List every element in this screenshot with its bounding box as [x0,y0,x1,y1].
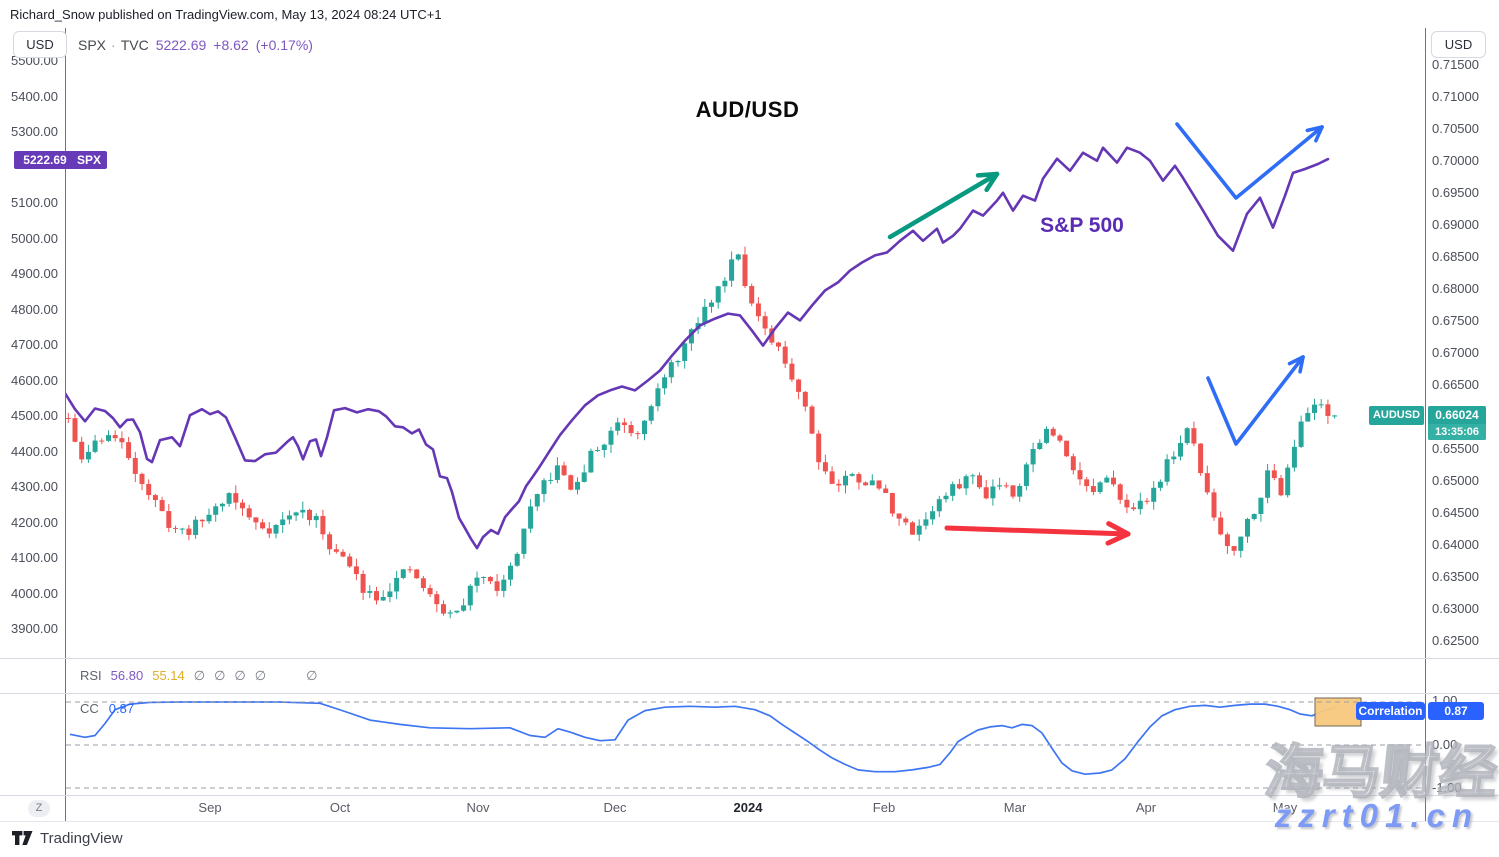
price-tick-right: 0.64500 [1432,505,1479,520]
legend-last-price: 5222.69 [155,37,207,53]
correlation-value-badge: 0.87 [1428,702,1484,720]
audusd-annotation-text[interactable]: AUD/USD [695,97,800,122]
price-tick-left: 4000.00 [11,585,58,601]
cc-axis-tick-bottom: -1.00 [1432,780,1462,795]
price-tick-right: 0.69500 [1432,185,1479,200]
audusd-price-badge: 0.66024 13:35:06 [1428,406,1486,440]
rsi-value-1: 56.80 [110,668,144,683]
tradingview-logo[interactable]: TradingView [12,830,123,847]
time-axis-border-bottom [0,821,1499,822]
price-tick-left: 4700.00 [11,337,58,353]
left-currency-button[interactable]: USD [13,31,67,58]
legend-separator: · [111,37,116,53]
time-tick: Feb [872,800,896,815]
correlation-pane [66,697,1424,789]
time-tick: Nov [466,800,490,815]
price-tick-left: 5400.00 [11,88,58,104]
audusd-symbol-badge: AUDUSD [1369,406,1424,425]
rsi-value-2: 55.14 [152,668,185,683]
price-tick-right: 0.67500 [1432,313,1479,328]
legend-change-pct: (+0.17%) [255,37,313,53]
tradingview-brand-text: TradingView [40,830,123,847]
price-tick-right: 0.70500 [1432,121,1479,136]
price-tick-left: 4600.00 [11,372,58,388]
price-tick-left: 4500.00 [11,408,58,424]
cc-value: 0.87 [108,701,135,716]
price-tick-right: 0.71000 [1432,89,1479,104]
right-axis-border [1425,28,1426,822]
candlestick-series [66,246,1338,619]
rsi-indicator-legend[interactable]: RSI 56.80 55.14 ∅ ∅ ∅ ∅ ∅ [80,668,317,684]
price-tick-right: 0.65000 [1432,473,1479,488]
time-tick: May [1272,800,1298,815]
price-tick-left: 4800.00 [11,301,58,317]
rsi-empty-slot-icon: ∅ [254,668,267,683]
highlight-box-drawing[interactable] [1314,697,1362,727]
pane-divider-cc[interactable] [0,693,1499,694]
price-tick-right: 0.64000 [1432,537,1479,552]
price-tick-right: 0.70000 [1432,153,1479,168]
rsi-empty-slot-icon: ∅ [193,668,206,683]
cc-axis-tick-mid: 0.00 [1432,737,1458,752]
price-tick-right: 0.66500 [1432,377,1479,392]
rsi-empty-slot-icon: ∅ [306,668,318,683]
rsi-empty-slot-icon: ∅ [234,668,246,683]
spx-line-series [66,146,1330,550]
correlation-label-badge: Correlation [1356,702,1425,720]
price-tick-right: 0.67000 [1432,345,1479,360]
price-tick-right: 0.62500 [1432,633,1479,648]
rsi-label: RSI [80,668,102,683]
time-axis-border-top [0,795,1499,796]
time-tick: Apr [1135,800,1157,815]
pane-divider-rsi[interactable] [0,658,1499,659]
cc-label: CC [80,701,99,716]
arrow-drawings[interactable] [887,122,1324,546]
timezone-button[interactable]: Z [28,800,50,817]
price-tick-left: 5100.00 [11,195,58,211]
price-tick-right: 0.68000 [1432,281,1479,296]
audusd-countdown: 13:35:06 [1428,424,1486,440]
price-tick-left: 4200.00 [11,514,58,530]
right-currency-button[interactable]: USD [1431,31,1486,58]
legend-exchange: TVC [120,37,149,53]
publish-attribution: Richard_Snow published on TradingView.co… [10,7,442,22]
price-tick-left: 4300.00 [11,479,58,495]
price-tick-left: 5000.00 [11,230,58,246]
time-tick: Mar [1003,800,1027,815]
price-tick-right: 0.71500 [1432,57,1479,72]
spx-symbol-badge: SPX [71,151,107,169]
rsi-empty-slot-icon: ∅ [214,668,226,683]
legend-change: +8.62 [213,37,249,53]
time-tick: Oct [329,800,351,815]
price-tick-left: 4900.00 [11,266,58,282]
left-axis-border [65,28,66,822]
price-tick-left: 4100.00 [11,550,58,566]
symbol-legend[interactable]: SPX · TVC 5222.69 +8.62 (+0.17%) [78,37,313,53]
price-tick-right: 0.63500 [1432,569,1479,584]
time-tick: Dec [603,800,627,815]
price-tick-left: 4400.00 [11,443,58,459]
sp500-annotation-text[interactable]: S&P 500 [1040,214,1124,237]
price-tick-right: 0.69000 [1432,217,1479,232]
price-tick-right: 0.68500 [1432,249,1479,264]
legend-symbol: SPX [78,37,107,53]
time-tick: Sep [198,800,222,815]
price-tick-right: 0.63000 [1432,601,1479,616]
audusd-last-price: 0.66024 [1435,408,1479,422]
price-tick-left: 5300.00 [11,124,58,140]
spx-price-badge: 5222.69 [14,151,76,169]
price-tick-right: 0.65500 [1432,441,1479,456]
price-tick-left: 3900.00 [11,621,58,637]
cc-indicator-legend[interactable]: CC 0.87 [80,701,134,716]
time-tick: 2024 [733,800,763,815]
tradingview-mark-icon [12,831,33,846]
